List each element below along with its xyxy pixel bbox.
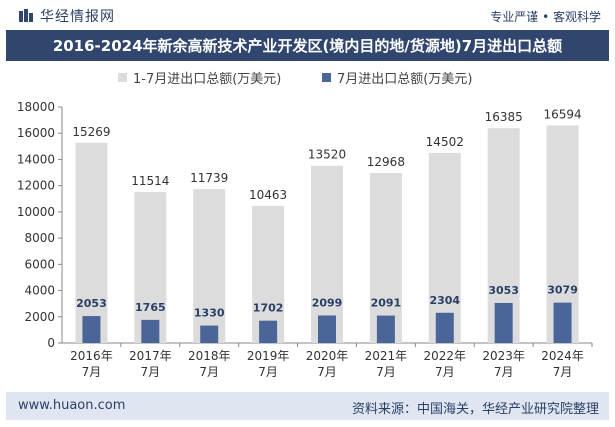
bar-series2 xyxy=(141,319,160,343)
legend-label-series2: 7月进出口总额(万美元) xyxy=(337,72,473,87)
y-tick-label: 14000 xyxy=(17,152,55,166)
y-tick-label: 2000 xyxy=(24,310,55,324)
data-label-series2: 2053 xyxy=(76,297,107,310)
bar-series2 xyxy=(82,316,101,343)
y-tick-label: 4000 xyxy=(24,284,55,298)
x-tick-label: 2019年 7月 xyxy=(247,349,290,379)
bar-series2 xyxy=(376,315,395,343)
bar-series2 xyxy=(200,325,219,343)
legend-item-series2[interactable]: 7月进出口总额(万美元) xyxy=(322,68,472,87)
bar-series1 xyxy=(428,152,461,343)
y-tick-label: 6000 xyxy=(24,257,55,271)
brand-name: 华经情报网 xyxy=(40,9,115,25)
data-label-series2: 1330 xyxy=(194,307,225,320)
data-label-series2: 2091 xyxy=(371,297,402,310)
bar-series1 xyxy=(134,192,167,343)
data-label-series1: 12968 xyxy=(367,155,405,169)
bar-series1 xyxy=(252,205,285,343)
x-tick-label: 2021年 7月 xyxy=(365,349,408,379)
bar-series1 xyxy=(311,165,343,343)
data-label-series2: 3079 xyxy=(547,284,578,297)
bar-chart: 0 2000 4000 6000 8000 10000 12000 14000 16000 180… xyxy=(17,100,593,379)
bar-series1 xyxy=(193,189,226,343)
bar-series2 xyxy=(259,320,278,343)
bar-series2 xyxy=(435,312,454,343)
y-tick-label: 18000 xyxy=(17,100,55,114)
tagline: 专业严谨 • 客观科学 xyxy=(490,10,601,24)
legend-swatch-series1 xyxy=(118,73,127,82)
legend-item-series1[interactable]: 1-7月进出口总额(万美元) xyxy=(118,68,281,87)
y-tick-label: 10000 xyxy=(17,205,55,219)
data-label-series2: 1702 xyxy=(253,302,284,315)
legend: 1-7月进出口总额(万美元) 7月进出口总额(万美元) xyxy=(0,68,615,88)
x-tick-label: 2017年 7月 xyxy=(129,349,172,379)
data-label-series2: 3053 xyxy=(488,284,519,297)
data-label-series1: 16594 xyxy=(543,107,581,121)
x-tick-label: 2018年 7月 xyxy=(188,349,231,379)
data-label-series1: 16385 xyxy=(485,110,523,124)
chart-title: 2016-2024年新余高新技术产业开发区(境内目的地/货源地)7月进出口总额 xyxy=(6,30,609,61)
footer-url[interactable]: www.huaon.com xyxy=(18,398,126,413)
brand[interactable]: 华经情报网 xyxy=(18,6,115,26)
bar-series1 xyxy=(369,172,402,343)
data-label-series2: 1765 xyxy=(135,301,166,314)
x-tick-label: 2024年 7月 xyxy=(541,349,584,379)
data-label-series1: 11514 xyxy=(131,174,169,188)
y-tick-label: 0 xyxy=(47,336,55,350)
legend-swatch-series2 xyxy=(322,73,331,82)
data-label-series1: 11739 xyxy=(190,171,228,185)
x-tick-label: 2022年 7月 xyxy=(424,349,467,379)
bar-series1 xyxy=(75,142,108,343)
footer: www.huaon.com 资料来源：中国海关，华经产业研究院整理 xyxy=(6,392,609,420)
top-bar: 华经情报网 专业严谨 • 客观科学 xyxy=(0,0,615,30)
y-tick-label: 16000 xyxy=(17,126,55,140)
y-tick-label: 12000 xyxy=(17,179,55,193)
data-label-series1: 14502 xyxy=(426,135,464,149)
data-label-series1: 15269 xyxy=(72,125,110,139)
x-tick-label: 2023年 7月 xyxy=(482,349,525,379)
data-label-series1: 13520 xyxy=(308,148,346,162)
bar-series2 xyxy=(553,302,572,343)
data-label-series1: 10463 xyxy=(249,188,287,202)
data-label-series2: 2304 xyxy=(429,294,460,307)
bar-series2 xyxy=(494,302,513,343)
x-tick-label: 2020年 7月 xyxy=(306,349,349,379)
x-tick-label: 2016年 7月 xyxy=(70,349,113,379)
data-label-series2: 2099 xyxy=(312,296,343,309)
bar-series2 xyxy=(318,315,336,343)
footer-source: 资料来源：中国海关，华经产业研究院整理 xyxy=(351,402,599,417)
legend-label-series1: 1-7月进出口总额(万美元) xyxy=(133,72,282,87)
brand-logo-icon xyxy=(19,9,33,22)
y-tick-label: 8000 xyxy=(24,231,55,245)
